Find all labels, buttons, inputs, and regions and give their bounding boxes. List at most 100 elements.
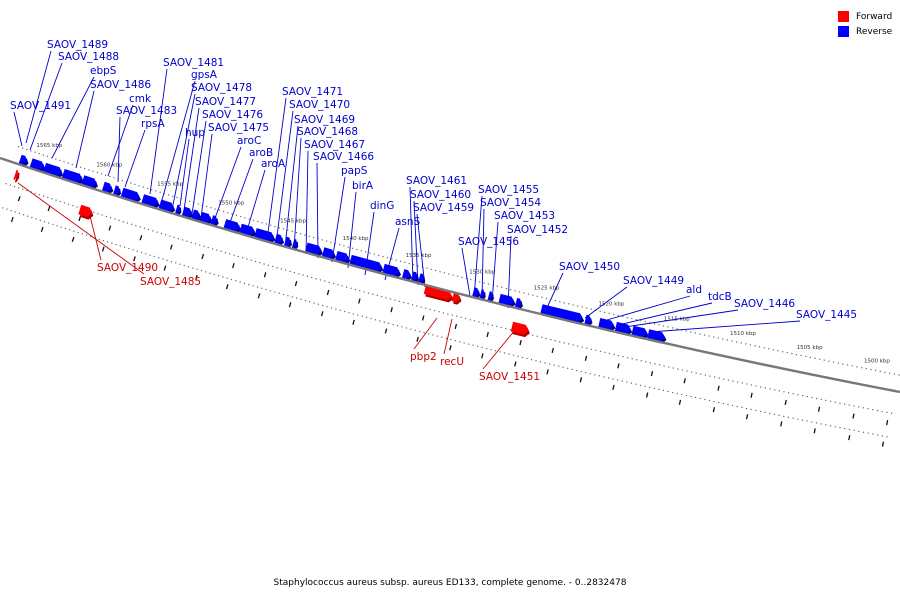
scale-dot [350,287,352,289]
tick-mark [288,302,292,308]
scale-dot [365,251,367,253]
scale-dot [85,234,88,236]
tick-mark [584,355,588,361]
label-connector [29,62,63,151]
gene-label: SAOV_1486 [90,79,151,91]
scale-dot [496,325,498,327]
gene-label: tdcB [708,291,732,303]
scale-dot [881,410,883,413]
tick-mark [40,226,44,233]
scale-dot [382,256,384,258]
label-connector [245,169,266,235]
scale-dot [278,227,280,229]
scale-dot [142,186,144,188]
scale-dot [768,348,770,350]
scale-dot [456,315,458,317]
tick-mark [579,377,583,383]
scale-dot [335,308,337,310]
scale-dot [55,158,57,160]
scale-dot [820,398,822,400]
scale-dot [18,146,20,148]
scale-dot [876,410,879,412]
gene-label: papS [341,165,368,177]
scale-dot [755,409,757,411]
scale-dot [708,335,710,337]
tick-mark [384,328,388,334]
scale-dot [213,273,215,275]
gene-label: SAOV_1452 [507,224,568,236]
gene-label: SAOV_1456 [458,236,519,248]
tick-mark [454,323,458,330]
scale-dot [568,343,570,345]
scale-dot [414,329,416,331]
scale-dot [636,359,638,361]
scale-dot [347,246,349,248]
scale-dot [175,262,177,264]
scale-dot [532,294,534,296]
scale-dot [182,239,184,241]
tick-label: 1520 kbp [599,301,625,307]
label-connector [124,129,146,188]
scale-dot [261,222,263,224]
reverse-gene [631,325,649,340]
scale-dot [572,304,574,306]
scale-dot [709,375,711,377]
scale-dot [26,190,28,192]
scale-dot [23,214,25,216]
scale-dot [447,313,449,315]
scale-dot [93,211,95,213]
scale-dot [704,398,706,401]
scale-dot [891,412,893,414]
tick-mark [352,319,355,325]
scale-dot [223,210,225,213]
scale-dot [501,286,503,288]
scale-dot [676,328,678,330]
scale-dot [805,355,807,358]
scale-dot [242,257,244,259]
scale-dot [259,262,261,264]
scale-dot [282,228,285,230]
scale-dot [544,362,546,364]
scale-dot [233,254,235,256]
scale-dot [598,375,600,377]
scale-dot [31,216,33,219]
scale-dot [663,365,665,367]
scale-dot [626,381,628,383]
scale-dot [861,367,863,369]
scale-dot [48,222,50,224]
scale-dot [472,344,474,346]
reverse-gene [614,321,633,336]
tick-mark [486,331,489,338]
gene-features [13,154,667,344]
scale-dot [848,428,850,431]
scale-dot [430,268,432,270]
scale-dot [541,336,543,338]
scale-dot [346,286,348,288]
scale-dot [235,214,237,216]
label-connector [491,221,499,304]
tick-mark [645,392,649,398]
scale-dot [658,388,660,390]
scale-dot [42,154,44,156]
scale-dot [797,418,799,420]
scale-dot [681,369,683,371]
scale-dot [589,373,591,375]
scale-dot [352,313,354,315]
scale-dot [145,253,147,255]
scale-dot [169,235,171,237]
scale-dot [405,327,407,329]
scale-dot [322,304,324,307]
scale-dot [510,289,512,291]
scale-dot [851,365,853,367]
scale-dot [190,241,192,244]
scale-dot [396,325,399,327]
scale-dot [226,277,228,279]
scale-dot [370,318,372,320]
scale-dot [136,250,138,252]
scale-dot [394,299,396,301]
scale-dot [759,410,762,412]
gene-label: aroA [261,158,286,170]
scale-dot [617,355,620,357]
scale-dot [691,371,693,373]
